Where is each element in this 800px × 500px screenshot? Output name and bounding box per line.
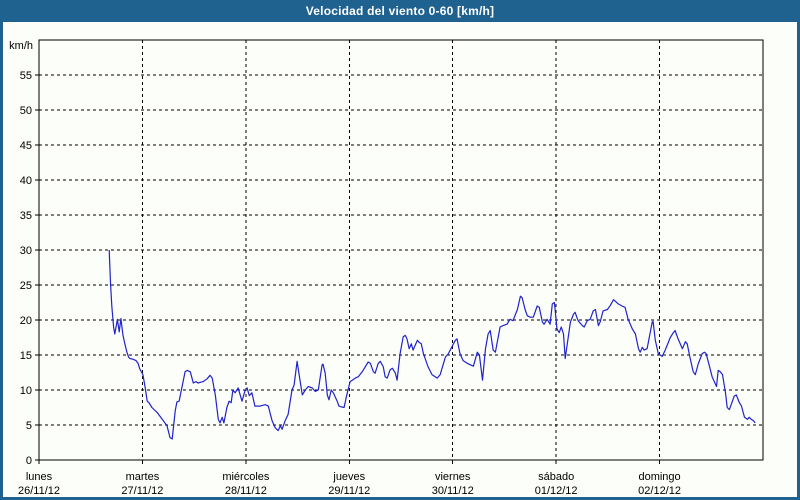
- y-axis-tick-label: 35: [20, 210, 32, 222]
- y-axis-tick-label: 30: [20, 245, 32, 257]
- x-axis-day-label: domingo: [638, 471, 680, 483]
- y-axis-tick-label: 15: [20, 350, 32, 362]
- x-axis-day-label: lunes: [26, 471, 53, 483]
- x-axis-date-label: 26/11/12: [18, 485, 60, 497]
- y-axis-tick-label: 5: [26, 420, 32, 432]
- x-axis-date-label: 02/12/12: [638, 485, 681, 497]
- x-axis-day-label: viernes: [435, 471, 471, 483]
- x-axis-day-label: sábado: [538, 471, 574, 483]
- chart-title: Velocidad del viento 0-60 [km/h]: [305, 4, 495, 18]
- chart-title-bar: Velocidad del viento 0-60 [km/h]: [0, 0, 800, 22]
- wind-speed-line: [108, 249, 756, 440]
- x-axis-day-label: martes: [126, 471, 160, 483]
- x-axis-day-label: miércoles: [222, 471, 270, 483]
- y-axis-unit-label: km/h: [9, 40, 33, 52]
- plot-border: [38, 39, 764, 461]
- y-axis-tick-label: 20: [20, 315, 32, 327]
- x-axis-date-label: 27/11/12: [121, 485, 163, 497]
- y-axis-tick-label: 45: [20, 140, 32, 152]
- x-axis-date-label: 29/11/12: [328, 485, 370, 497]
- y-axis-tick-label: 50: [20, 105, 32, 117]
- x-axis-date-label: 01/12/12: [535, 485, 578, 497]
- y-axis-tick-label: 0: [26, 455, 32, 467]
- y-axis-tick-label: 10: [20, 385, 32, 397]
- y-axis-tick-label: 40: [20, 175, 32, 187]
- x-axis-date-label: 28/11/12: [225, 485, 267, 497]
- y-axis-tick-label: 25: [20, 280, 32, 292]
- x-axis-date-label: 30/11/12: [432, 485, 474, 497]
- x-axis-day-label: jueves: [332, 471, 365, 483]
- y-axis-tick-label: 55: [20, 70, 32, 82]
